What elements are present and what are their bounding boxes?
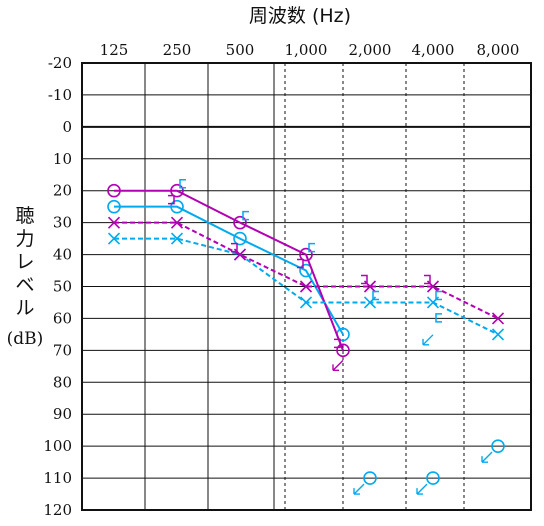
point-right-masked-air: [299, 296, 313, 309]
point-left-air: [299, 247, 313, 262]
point-left-air: [170, 183, 184, 198]
series-line-right-air: [114, 205, 344, 335]
point-left-masked-bone: [168, 194, 175, 205]
x-axis-labels: 125 250 500 1,000 2,000 4,000 8,000: [100, 41, 520, 59]
point-left-masked-air: [491, 312, 505, 325]
point-left-masked-bone: [424, 274, 431, 285]
point-right-masked-bone: [435, 290, 442, 301]
y-tick-label: 110: [43, 469, 72, 487]
y-axis-unit: (dB): [7, 329, 44, 349]
plot-frame: [81, 62, 532, 511]
no-response-marker: [363, 471, 377, 485]
y-tick-label: -10: [48, 86, 72, 104]
point-left-masked-air: [299, 280, 313, 293]
no-response-arrow: [422, 334, 434, 346]
no-response-marker: [334, 338, 341, 349]
y-axis-title-char: 力: [15, 228, 34, 250]
no-response-arrow: [332, 359, 344, 372]
series-layer: [107, 178, 505, 495]
point-left-masked-air: [107, 216, 121, 229]
point-left-masked-bone: [297, 258, 304, 269]
y-axis-title-char: ベ: [15, 274, 34, 296]
point-left-masked-bone: [231, 242, 238, 253]
y-tick-label: 70: [53, 341, 72, 359]
point-right-masked-air: [107, 232, 121, 245]
y-tick-label: 60: [53, 309, 72, 327]
x-tick-label: 8,000: [477, 41, 520, 59]
y-tick-label: 10: [53, 150, 72, 168]
y-axis-labels: -20 -10 0 10 20 30 40 50 60 70 80 90 100 110 120: [43, 54, 72, 519]
point-right-masked-bone: [179, 178, 186, 189]
y-tick-label: 0: [62, 118, 72, 136]
point-right-masked-bone: [372, 290, 379, 301]
point-right-masked-air: [170, 232, 184, 245]
point-right-masked-air: [491, 328, 505, 341]
no-response-arrow: [353, 483, 365, 495]
point-left-air: [336, 343, 350, 358]
x-tick-label: 250: [163, 41, 192, 59]
y-tick-label: 120: [43, 501, 72, 519]
x-tick-label: 2,000: [349, 41, 392, 59]
point-right-masked-bone: [242, 210, 249, 221]
point-left-air: [107, 183, 121, 198]
no-response-marker: [426, 471, 440, 485]
y-tick-label: 90: [53, 405, 72, 423]
chart-title: 周波数 (Hz): [249, 5, 351, 27]
x-tick-label: 125: [100, 41, 129, 59]
y-tick-label: -20: [48, 54, 72, 72]
y-tick-label: 30: [53, 214, 72, 232]
point-left-masked-air: [170, 216, 184, 229]
point-right-air: [107, 199, 121, 214]
series-line-left-air: [114, 189, 344, 351]
point-left-air: [233, 215, 247, 230]
point-right-masked-bone: [308, 242, 315, 253]
point-left-masked-bone: [361, 274, 368, 285]
no-response-marker: [491, 439, 505, 453]
y-tick-label: 100: [43, 437, 72, 455]
y-axis-title-char: レ: [15, 251, 34, 273]
y-tick-label: 80: [53, 373, 72, 391]
point-right-air: [233, 231, 247, 246]
y-axis-title-char: 聴: [15, 205, 34, 227]
x-tick-label: 500: [226, 41, 255, 59]
y-tick-label: 20: [53, 182, 72, 200]
no-response-marker: [435, 313, 442, 323]
y-tick-label: 40: [53, 246, 72, 264]
no-response-arrow: [481, 451, 493, 463]
x-tick-label: 4,000: [412, 41, 455, 59]
point-right-air: [170, 199, 184, 214]
no-response-arrow: [416, 483, 428, 495]
y-axis-title-char: ル: [15, 297, 34, 319]
x-tick-label: 1,000: [285, 41, 328, 59]
point-right-masked-air: [363, 296, 377, 309]
y-tick-label: 50: [53, 278, 72, 296]
